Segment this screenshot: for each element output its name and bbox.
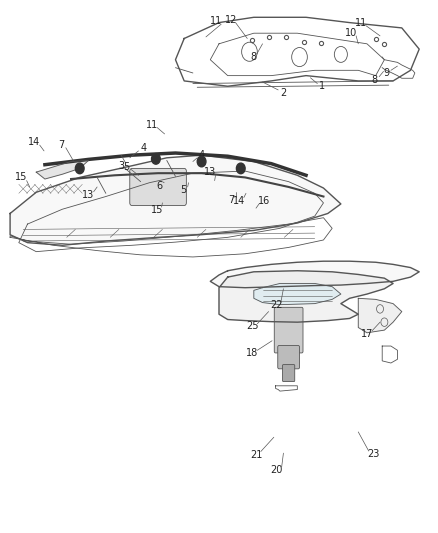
Text: 12: 12	[225, 15, 237, 26]
Text: 1: 1	[319, 81, 325, 91]
FancyBboxPatch shape	[278, 345, 300, 369]
Text: 7: 7	[58, 140, 64, 150]
FancyBboxPatch shape	[130, 168, 186, 206]
Circle shape	[237, 163, 245, 174]
Polygon shape	[219, 271, 393, 322]
Text: 4: 4	[199, 150, 205, 160]
Text: 25: 25	[246, 321, 259, 332]
Text: 4: 4	[140, 143, 146, 154]
Circle shape	[197, 156, 206, 167]
Text: 2: 2	[280, 87, 286, 98]
Text: 8: 8	[251, 52, 257, 62]
Text: 15: 15	[151, 205, 163, 215]
Text: 6: 6	[156, 181, 162, 191]
Text: 13: 13	[82, 190, 95, 200]
FancyBboxPatch shape	[283, 365, 295, 382]
Text: 15: 15	[15, 172, 28, 182]
Text: 3: 3	[118, 161, 124, 171]
Circle shape	[152, 154, 160, 164]
Text: 16: 16	[258, 196, 270, 206]
Text: 9: 9	[383, 69, 389, 78]
Text: 11: 11	[210, 16, 223, 26]
Text: 22: 22	[270, 300, 282, 310]
Polygon shape	[10, 155, 341, 245]
Polygon shape	[210, 261, 419, 288]
Text: 14: 14	[28, 138, 41, 148]
FancyBboxPatch shape	[274, 308, 303, 353]
Polygon shape	[36, 160, 88, 179]
Text: 20: 20	[271, 465, 283, 475]
Text: 14: 14	[233, 196, 245, 206]
Circle shape	[75, 163, 84, 174]
Polygon shape	[358, 298, 402, 333]
Text: 5: 5	[180, 185, 186, 195]
Text: 13: 13	[204, 167, 216, 177]
Text: 23: 23	[367, 449, 380, 459]
Text: 8: 8	[371, 75, 378, 85]
Text: 10: 10	[345, 28, 357, 38]
Text: 18: 18	[247, 349, 258, 359]
Text: 17: 17	[361, 329, 374, 339]
Text: 7: 7	[229, 195, 235, 205]
Text: 5: 5	[123, 162, 129, 172]
Text: 21: 21	[250, 450, 262, 460]
Text: 11: 11	[355, 18, 367, 28]
Text: 11: 11	[146, 120, 159, 130]
Polygon shape	[254, 284, 341, 305]
